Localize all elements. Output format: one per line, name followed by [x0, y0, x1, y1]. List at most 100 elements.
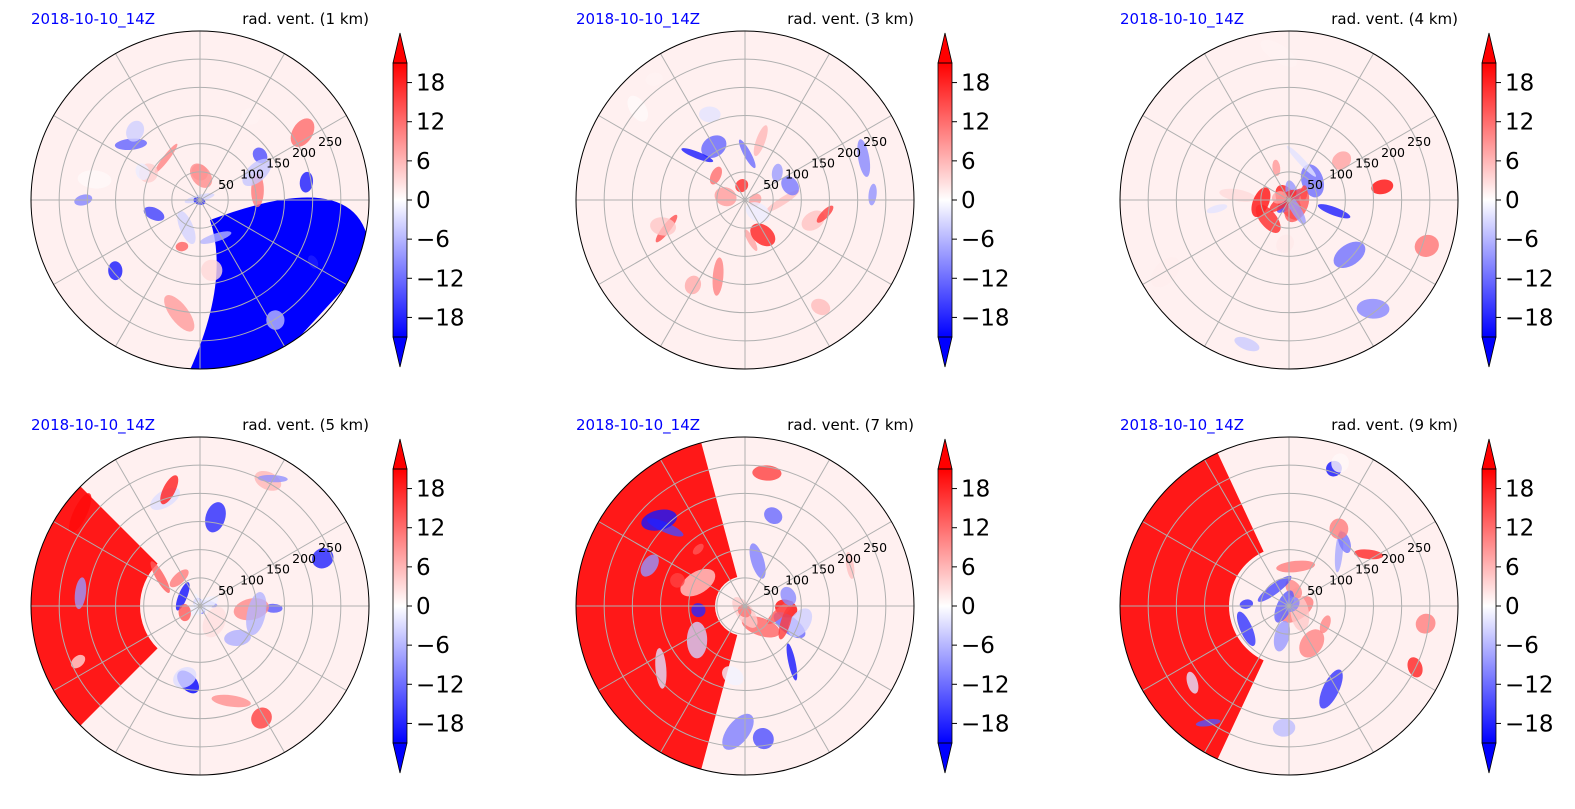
field-sector: [190, 197, 369, 369]
colorbar-tick-label: 18: [961, 71, 990, 97]
field-blob: [1236, 611, 1256, 647]
field-blob: [1331, 151, 1352, 170]
colorbar-tick-label: −18: [1505, 305, 1554, 331]
spoke-60: [744, 459, 830, 607]
field-blob: [753, 125, 768, 157]
colorbar-extend-min: [937, 336, 953, 368]
field-blob: [1414, 234, 1439, 257]
field-blob: [1356, 298, 1390, 319]
field-blob: [143, 206, 165, 221]
field-blob: [1286, 145, 1317, 177]
polar-frame: [1119, 436, 1459, 776]
colorbar-tick-label: −6: [416, 633, 450, 659]
field-blob: [778, 605, 793, 640]
spoke-330: [1288, 605, 1436, 691]
colorbar-extend-max: [392, 32, 408, 64]
colorbar-tick-label: −18: [961, 711, 1010, 737]
field-blob: [752, 727, 774, 750]
spoke-240: [1204, 199, 1290, 347]
ring-label-250: 250: [863, 540, 887, 555]
field-blob: [251, 707, 272, 729]
colorbar-extend-min: [392, 742, 408, 774]
colorbar-tick-label: −18: [416, 305, 465, 331]
field-blob: [173, 667, 197, 688]
field-blob: [1300, 185, 1308, 201]
field-blob: [74, 577, 87, 610]
spoke-120: [1204, 53, 1290, 201]
colorbar-body: [1482, 469, 1496, 743]
field-blob: [786, 643, 798, 681]
colorbar: 18 12 6 0 −6 −12 −18: [392, 32, 465, 368]
colorbar: 18 12 6 0 −6 −12 −18: [1481, 438, 1554, 774]
ring-label-100: 100: [1329, 572, 1353, 587]
panel-title: rad. vent. (5 km): [242, 416, 369, 434]
spoke-120: [1204, 459, 1290, 607]
spoke-150: [53, 115, 201, 201]
field-blob: [1206, 204, 1228, 214]
field-blob: [199, 231, 232, 244]
field-blob: [771, 163, 783, 183]
field-blob: [655, 648, 667, 689]
panel-title: rad. vent. (1 km): [242, 10, 369, 28]
colorbar-tick-label: 12: [961, 110, 990, 136]
field-blob: [681, 148, 714, 163]
polar-frame: [30, 436, 370, 776]
ring-label-150: 150: [811, 156, 835, 171]
field-blob: [266, 310, 285, 330]
colorbar-extend-max: [1481, 438, 1497, 470]
colorbar-tick-label: 0: [416, 594, 431, 620]
colorbar-tick-label: 6: [1505, 149, 1520, 175]
field-blob: [1415, 613, 1436, 634]
ring-label-100: 100: [240, 166, 264, 181]
spoke-30: [1288, 115, 1436, 201]
colorbar-extend-max: [392, 438, 408, 470]
field-blob: [709, 166, 722, 185]
field-blob: [1271, 191, 1287, 204]
colorbar-extend-max: [937, 438, 953, 470]
field-blob: [290, 118, 315, 147]
field-blob: [684, 275, 702, 295]
colorbar-tick-label: −12: [1505, 672, 1554, 698]
spoke-30: [199, 115, 347, 201]
spoke-300: [744, 605, 830, 753]
panel-title: rad. vent. (3 km): [787, 10, 914, 28]
spoke-240: [660, 605, 746, 753]
colorbar-tick-label: 18: [416, 477, 445, 503]
spoke-300: [1288, 199, 1374, 347]
ring-label-250: 250: [863, 134, 887, 149]
spoke-330: [744, 199, 892, 285]
panel-date-label: 2018-10-10_14Z: [31, 416, 155, 435]
polar-frame: [1119, 30, 1459, 370]
spoke-60: [199, 53, 285, 201]
field-blob: [202, 606, 227, 638]
field-blob: [299, 171, 314, 193]
colorbar-tick-label: −18: [961, 305, 1010, 331]
spoke-120: [115, 459, 201, 607]
field-blob: [242, 158, 272, 187]
colorbar-tick-label: −12: [961, 266, 1010, 292]
spoke-30: [744, 521, 892, 607]
field-blob: [686, 621, 708, 659]
ring-label-100: 100: [785, 572, 809, 587]
colorbar-tick-label: −18: [1505, 711, 1554, 737]
ring-label-200: 200: [837, 145, 861, 160]
field-blob: [1272, 159, 1281, 176]
field-blob: [712, 257, 724, 296]
field-blob: [108, 261, 123, 281]
field-blob: [788, 608, 813, 637]
field-blob: [722, 713, 754, 750]
field-blob: [211, 694, 251, 708]
colorbar-tick-label: −6: [1505, 227, 1539, 253]
spoke-300: [199, 199, 285, 347]
field-blob: [1186, 671, 1199, 694]
ring-label-150: 150: [1355, 562, 1379, 577]
field-blob: [752, 465, 782, 481]
field-blob: [1353, 549, 1384, 560]
colorbar-tick-label: 0: [416, 188, 431, 214]
field-blob: [1319, 669, 1343, 709]
field-blob: [764, 507, 783, 525]
colorbar: 18 12 6 0 −6 −12 −18: [937, 32, 1010, 368]
field-blob: [1273, 620, 1291, 652]
field-blob: [307, 255, 319, 269]
